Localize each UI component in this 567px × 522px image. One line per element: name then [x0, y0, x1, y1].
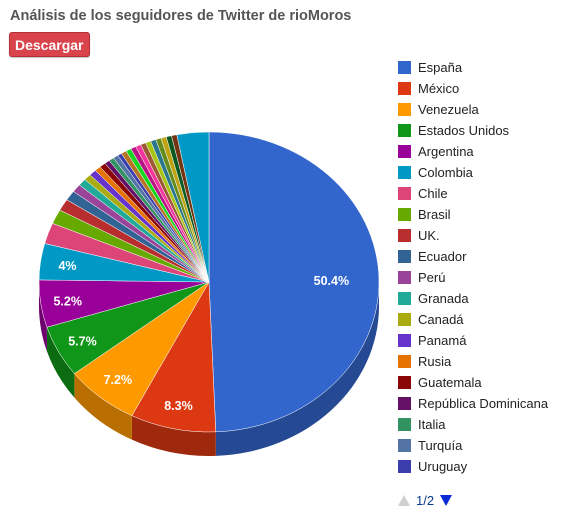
- legend-item-colombia[interactable]: Colombia: [398, 162, 548, 183]
- legend-swatch: [398, 397, 411, 410]
- pie-3d-side: [39, 282, 379, 456]
- legend-item-peru[interactable]: Perú: [398, 267, 548, 288]
- legend-swatch: [398, 103, 411, 116]
- legend-swatch: [398, 313, 411, 326]
- legend-label: México: [418, 81, 460, 96]
- legend-swatch: [398, 250, 411, 263]
- legend-swatch: [398, 208, 411, 221]
- legend-item-venezuela[interactable]: Venezuela: [398, 99, 548, 120]
- legend-label: Venezuela: [418, 102, 479, 117]
- legend-label: Brasil: [418, 207, 451, 222]
- legend-swatch: [398, 229, 411, 242]
- legend-item-brasil[interactable]: Brasil: [398, 204, 548, 225]
- slice-side-estados-unidos: [46, 327, 75, 398]
- slice-other-31[interactable]: [176, 131, 210, 283]
- slice-espana[interactable]: [208, 131, 380, 433]
- legend-swatch: [398, 82, 411, 95]
- legend-item-turquia[interactable]: Turquía: [398, 435, 548, 456]
- legend-item-ecuador[interactable]: Ecuador: [398, 246, 548, 267]
- legend-swatch: [398, 439, 411, 452]
- slice-side-venezuela: [74, 373, 132, 440]
- legend-swatch: [398, 145, 411, 158]
- legend-item-uk[interactable]: UK.: [398, 225, 548, 246]
- legend-item-argentina[interactable]: Argentina: [398, 141, 548, 162]
- slice-side-argentina: [39, 282, 47, 352]
- legend-pager: 1/2: [398, 493, 453, 508]
- legend-swatch: [398, 271, 411, 284]
- legend-label: Guatemala: [418, 375, 482, 390]
- legend-item-granada[interactable]: Granada: [398, 288, 548, 309]
- legend-swatch: [398, 460, 411, 473]
- next-page-icon[interactable]: [440, 495, 453, 506]
- legend-item-espana[interactable]: España: [398, 57, 548, 78]
- legend-label: República Dominicana: [418, 396, 549, 411]
- legend-item-chile[interactable]: Chile: [398, 183, 548, 204]
- legend-label: UK.: [418, 228, 440, 243]
- legend-swatch: [398, 166, 411, 179]
- slice-label-colombia: 4%: [58, 259, 76, 273]
- legend-swatch: [398, 355, 411, 368]
- legend-item-italia[interactable]: Italia: [398, 414, 548, 435]
- legend-label: Estados Unidos: [418, 123, 510, 138]
- slice-side-mexico: [131, 415, 216, 456]
- slice-label-mexico: 8.3%: [164, 399, 193, 413]
- legend-label: Colombia: [418, 165, 473, 180]
- legend-label: Chile: [418, 186, 448, 201]
- legend-label: Panamá: [418, 333, 467, 348]
- legend-label: Turquía: [418, 438, 463, 453]
- download-button[interactable]: Descargar: [9, 32, 90, 57]
- legend-swatch: [398, 61, 411, 74]
- legend-label: Argentina: [418, 144, 474, 159]
- legend-item-canada[interactable]: Canadá: [398, 309, 548, 330]
- slice-label-argentina: 5.2%: [53, 294, 82, 308]
- legend-label: Ecuador: [418, 249, 467, 264]
- legend-item-republica-dominicana[interactable]: República Dominicana: [398, 393, 548, 414]
- legend-swatch: [398, 187, 411, 200]
- page-title: Análisis de los seguidores de Twitter de…: [10, 8, 352, 24]
- slice-side-espana: [215, 282, 379, 456]
- legend-item-uruguay[interactable]: Uruguay: [398, 456, 548, 477]
- chart-legend: España México Venezuela Estados Unidos Argen…: [398, 57, 548, 477]
- legend-item-mexico[interactable]: México: [398, 78, 548, 99]
- legend-swatch: [398, 334, 411, 347]
- legend-label: Uruguay: [418, 459, 468, 474]
- pie-labels: 50.4% 8.3% 7.2% 5.7% 5.2% 4%: [53, 259, 349, 413]
- legend-swatch: [398, 418, 411, 431]
- legend-swatch: [398, 124, 411, 137]
- legend-swatch: [398, 376, 411, 389]
- legend-swatch: [398, 292, 411, 305]
- legend-item-panama[interactable]: Panamá: [398, 330, 548, 351]
- legend-label: Italia: [418, 417, 446, 432]
- page-indicator: 1/2: [416, 493, 435, 508]
- legend-item-guatemala[interactable]: Guatemala: [398, 372, 548, 393]
- legend-item-rusia[interactable]: Rusia: [398, 351, 548, 372]
- slice-label-estados-unidos: 5.7%: [68, 334, 97, 348]
- previous-page-icon[interactable]: [398, 495, 410, 506]
- legend-label: España: [418, 60, 463, 75]
- pie-slices: [38, 131, 380, 433]
- legend-label: Canadá: [418, 312, 464, 327]
- legend-label: Perú: [418, 270, 446, 285]
- slice-label-venezuela: 7.2%: [104, 373, 133, 387]
- legend-item-estados-unidos[interactable]: Estados Unidos: [398, 120, 548, 141]
- slice-label-espana: 50.4%: [314, 274, 349, 288]
- legend-label: Rusia: [418, 354, 452, 369]
- legend-label: Granada: [418, 291, 469, 306]
